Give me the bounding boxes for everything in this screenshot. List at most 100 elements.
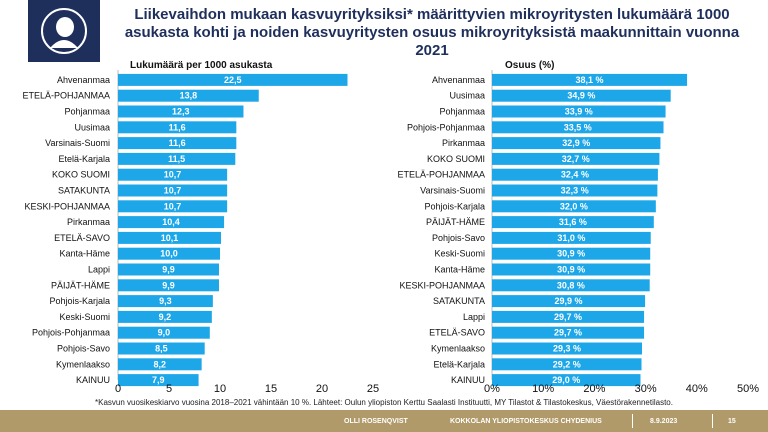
chart2-category-label: Pohjois-Savo — [432, 233, 485, 243]
chart1-data-label: 22,5 — [224, 75, 242, 85]
chart1-tick-label: 20 — [316, 383, 328, 395]
chart1-category-label: Kymenlaakso — [56, 359, 110, 369]
chart1-category-label: Ahvenanmaa — [57, 75, 110, 85]
chart1-bar — [118, 342, 205, 355]
chart2-data-label: 32,7 % — [562, 154, 590, 164]
chart1-data-label: 9,9 — [162, 280, 175, 290]
chart1-category-label: Keski-Suomi — [59, 312, 110, 322]
footer-bar: OLLI ROSENQVIST KOKKOLAN YLIOPISTOKESKUS… — [0, 410, 768, 432]
chart2-category-label: Pirkanmaa — [442, 138, 485, 148]
chart2-bar — [492, 73, 688, 86]
chart2-category-label: KOKO SUOMI — [427, 154, 485, 164]
chart1-data-label: 9,3 — [159, 296, 172, 306]
chart1-category-label: Kanta-Häme — [59, 249, 110, 259]
chart1-bar — [118, 184, 228, 197]
footer-org: KOKKOLAN YLIOPISTOKESKUS CHYDENIUS — [450, 418, 602, 425]
chart2-bar — [492, 342, 643, 355]
chart2-data-label: 29,7 % — [554, 328, 582, 338]
chart1-bar — [118, 295, 213, 308]
chart2-data-label: 33,9 % — [565, 107, 593, 117]
chart1-category-label: Pirkanmaa — [67, 217, 110, 227]
chart2-category-label: Keski-Suomi — [434, 249, 485, 259]
chart1-bar — [118, 105, 244, 118]
chart1-data-label: 9,2 — [159, 312, 172, 322]
chart1-category-label: Pohjanmaa — [64, 107, 110, 117]
chart1-bar — [118, 310, 212, 323]
chart2-bar — [492, 247, 651, 260]
charts-area: Lukumäärä per 1000 asukasta Ahvenanmaa 22,… — [22, 60, 759, 395]
chart1-bar — [118, 152, 236, 165]
chart1-bar — [118, 216, 225, 229]
chart1-bar — [118, 374, 199, 387]
chart1-tick-label: 0 — [115, 383, 121, 395]
chart2-data-label: 30,9 % — [557, 249, 585, 259]
chart2-category-label: Kanta-Häme — [434, 265, 485, 275]
chart1-data-label: 7,9 — [152, 375, 165, 385]
chart1-data-label: 10,7 — [164, 201, 182, 211]
chart1-category-label: Varsinais-Suomi — [45, 138, 110, 148]
chart2-data-label: 31,0 % — [557, 233, 585, 243]
chart1-category-label: Uusimaa — [74, 122, 110, 132]
chart1-data-label: 11,5 — [168, 154, 185, 164]
university-seal-icon — [41, 8, 87, 54]
chart1-category-label: Pohjois-Karjala — [49, 296, 110, 306]
chart1-category-label: SATAKUNTA — [58, 186, 110, 196]
chart2-data-label: 32,9 % — [562, 138, 590, 148]
footnote: *Kasvun vuosikeskiarvo vuosina 2018–2021… — [95, 398, 673, 407]
chart1-category-label: KOKO SUOMI — [52, 170, 110, 180]
chart1-bar — [118, 200, 228, 213]
chart1-category-label: Pohjois-Pohjanmaa — [32, 328, 110, 338]
chart2-bar — [492, 295, 646, 308]
chart2-bar — [492, 200, 656, 213]
chart2-category-label: SATAKUNTA — [433, 296, 485, 306]
chart2-category-label: Pohjanmaa — [439, 107, 485, 117]
chart2-data-label: 30,8 % — [557, 280, 585, 290]
chart1-data-label: 9,9 — [162, 265, 175, 275]
chart2-tick-label: 40% — [686, 383, 708, 395]
footer-date: 8.9.2023 — [650, 418, 678, 425]
chart2-tick-label: 10% — [532, 383, 554, 395]
chart2-tick-label: 30% — [635, 383, 657, 395]
footer-separator — [632, 414, 633, 428]
chart1-title: Lukumäärä per 1000 asukasta — [130, 60, 273, 71]
chart2-bar — [492, 231, 651, 244]
chart2-category-label: Uusimaa — [449, 91, 485, 101]
chart1-category-label: ETELÄ-POHJANMAA — [22, 91, 110, 101]
chart1-tick-label: 5 — [166, 383, 172, 395]
chart2-category-label: Lappi — [463, 312, 485, 322]
chart2-data-label: 29,7 % — [554, 312, 582, 322]
chart2-data-label: 30,9 % — [557, 265, 585, 275]
chart2-data-label: 33,5 % — [564, 122, 592, 132]
chart1-category-label: KAINUU — [76, 375, 110, 385]
chart2-data-label: 32,4 % — [561, 170, 589, 180]
chart1-bar — [118, 137, 237, 150]
chart2-data-label: 29,0 % — [552, 375, 580, 385]
chart2-category-label: Pohjois-Pohjanmaa — [407, 122, 485, 132]
chart2-bar — [492, 374, 641, 387]
chart1-category-label: Lappi — [88, 265, 110, 275]
chart1-tick-label: 15 — [265, 383, 277, 395]
chart1-bar — [118, 358, 202, 371]
chart1-bar — [118, 279, 219, 292]
chart2-bar — [492, 326, 645, 339]
chart2-title: Osuus (%) — [505, 60, 554, 71]
chart1-category-label: Etelä-Karjala — [58, 154, 110, 164]
chart1-data-label: 11,6 — [169, 122, 186, 132]
chart2-data-label: 31,6 % — [559, 217, 587, 227]
chart1-data-label: 8,5 — [155, 344, 168, 354]
chart1-bar — [118, 121, 237, 134]
chart2-data-label: 38,1 % — [576, 75, 604, 85]
chart2-tick-label: 50% — [737, 383, 759, 395]
chart1-bar — [118, 326, 210, 339]
chart2-bar — [492, 89, 671, 102]
chart2-tick-label: 20% — [583, 383, 605, 395]
chart1-tick-label: 10 — [214, 383, 226, 395]
chart2-bar — [492, 279, 650, 292]
chart1-category-label: ETELÄ-SAVO — [54, 233, 110, 243]
chart2-bar — [492, 137, 661, 150]
chart2-bar — [492, 105, 666, 118]
chart1-data-label: 9,0 — [158, 328, 171, 338]
chart1-bar — [118, 73, 348, 86]
chart2-category-label: Kymenlaakso — [431, 344, 485, 354]
chart2-category-label: ETELÄ-POHJANMAA — [397, 170, 485, 180]
